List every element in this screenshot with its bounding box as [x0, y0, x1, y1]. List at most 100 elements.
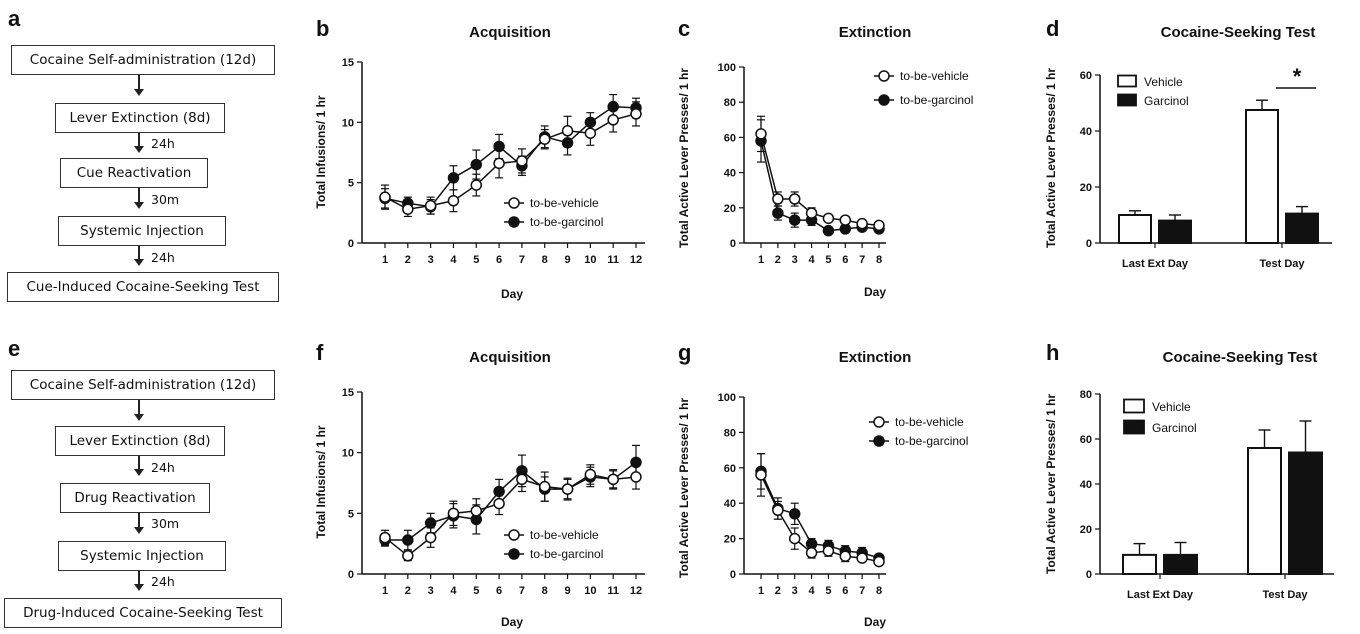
chart-title: Cocaine-Seeking Test	[1163, 349, 1318, 366]
data-point	[607, 473, 619, 486]
legend-marker	[873, 416, 885, 428]
y-tick-label: 80	[724, 427, 736, 439]
legend-swatch	[1123, 419, 1145, 435]
flow-arrow	[134, 513, 144, 534]
legend-marker	[508, 548, 520, 560]
data-point	[402, 534, 414, 546]
x-tick-label: 6	[842, 254, 848, 266]
flow-step-self-administration: Cocaine Self-administration (12d)	[11, 45, 275, 75]
flow-step-seeking-test: Drug-Induced Cocaine-Seeking Test	[4, 598, 282, 628]
panel-letter-e: e	[8, 336, 21, 361]
y-tick-label: 40	[724, 168, 736, 180]
flow-arrow	[134, 75, 144, 96]
data-point	[402, 550, 414, 562]
x-tick-label: 3	[428, 585, 434, 597]
data-point	[822, 212, 835, 225]
x-tick-label: 2	[405, 585, 411, 597]
flow-step-systemic-injection: Systemic Injection	[58, 541, 226, 571]
x-tick-label: 12	[630, 585, 642, 597]
x-tick-label: 7	[519, 585, 525, 597]
chart-title: Extinction	[839, 349, 912, 366]
legend-swatch	[1123, 398, 1145, 414]
y-tick-label: 15	[342, 57, 354, 69]
data-point	[788, 508, 801, 520]
x-tick-label: 8	[876, 254, 882, 266]
chart-panel-b: b Acquisition Total Infusions/ 1 hr Day 0 5 10…	[314, 16, 645, 301]
panel-letter-h: h	[1046, 340, 1059, 365]
data-point	[630, 456, 642, 469]
series-to-be-vehicle	[379, 101, 642, 218]
x-tick-label: 12	[630, 254, 642, 266]
y-tick-label: 20	[1080, 524, 1092, 536]
chart-panel-d: d Cocaine-Seeking Test Total Active Lever …	[1044, 16, 1332, 270]
data-point	[447, 172, 460, 184]
data-point	[822, 224, 835, 237]
data-point	[447, 195, 460, 207]
y-tick-label: 15	[342, 387, 354, 399]
panel-letter-d: d	[1046, 16, 1059, 41]
x-tick-label: 7	[859, 254, 865, 266]
legend-marker	[508, 197, 520, 209]
y-tick-label: 0	[730, 569, 736, 581]
panel-letter-f: f	[316, 340, 324, 365]
x-tick-label: 9	[564, 254, 570, 266]
legend-swatch	[1117, 93, 1137, 107]
data-point	[772, 502, 784, 515]
data-point	[379, 531, 391, 544]
data-point	[470, 179, 483, 191]
series-to-be-vehicle	[379, 464, 642, 562]
flow-step-lever-extinction: Lever Extinction (8d)	[55, 103, 225, 133]
bar-Vehicle	[1245, 109, 1279, 244]
x-tick-label: 5	[825, 585, 831, 597]
data-point	[755, 135, 767, 147]
y-axis-label: Total Active Lever Presses/ 1 hr	[1044, 68, 1058, 248]
y-tick-label: 40	[1080, 479, 1092, 491]
data-point	[538, 480, 551, 493]
data-point	[607, 114, 619, 126]
data-point	[424, 531, 437, 544]
x-tick-label: 2	[775, 585, 781, 597]
y-tick-label: 40	[724, 498, 736, 510]
flow-step-seeking-test: Cue-Induced Cocaine-Seeking Test	[7, 272, 279, 302]
data-point	[584, 471, 597, 483]
legend-label: Garcinol	[1152, 421, 1197, 435]
x-tick-label: 4	[809, 585, 816, 597]
x-tick-label: 1	[382, 254, 388, 266]
flow-delay-label: 24h	[151, 574, 175, 589]
y-tick-label: 60	[724, 132, 736, 144]
data-point	[447, 507, 460, 520]
data-point	[379, 534, 391, 546]
chart-title: Extinction	[839, 24, 912, 41]
data-point	[561, 483, 574, 495]
x-tick-label: 9	[564, 585, 570, 597]
data-point	[584, 127, 597, 139]
data-point	[516, 160, 528, 172]
legend-label: Vehicle	[1144, 75, 1183, 89]
y-tick-label: 0	[1086, 569, 1092, 581]
data-point	[470, 513, 483, 526]
x-tick-label: 7	[519, 254, 525, 266]
chart-title: Cocaine-Seeking Test	[1161, 24, 1316, 41]
x-tick-label: 1	[758, 254, 764, 266]
data-point	[561, 137, 574, 149]
bar-Garcinol	[1158, 219, 1192, 245]
series-line	[760, 140, 880, 232]
bar-Vehicle	[1247, 447, 1282, 575]
series-to-be-garcinol	[755, 453, 885, 564]
x-tick-label: 6	[496, 254, 502, 266]
x-axis-label: Day	[864, 285, 886, 299]
legend-label: to-be-vehicle	[900, 69, 969, 83]
data-point	[630, 471, 642, 483]
legend-marker	[508, 529, 520, 541]
flow-step-self-administration: Cocaine Self-administration (12d)	[11, 370, 275, 400]
x-axis-label: Day	[864, 615, 886, 629]
legend-label: to-be-garcinol	[530, 215, 603, 229]
legend-label: to-be-vehicle	[530, 196, 599, 210]
y-axis-label: Total Infusions/ 1 hr	[314, 425, 328, 538]
x-tick-label: 2	[405, 254, 411, 266]
x-tick-label: 5	[473, 585, 479, 597]
y-tick-label: 10	[342, 448, 354, 460]
data-point	[839, 550, 852, 563]
data-point	[424, 517, 437, 529]
y-axis-label: Total Active Lever Presses/ 1 hr	[1044, 394, 1058, 574]
